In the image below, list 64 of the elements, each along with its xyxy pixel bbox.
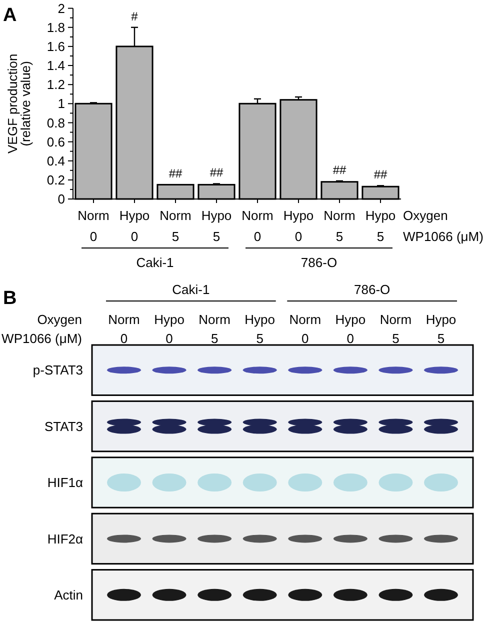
text: 5 bbox=[392, 331, 400, 346]
text: 0 bbox=[294, 229, 302, 244]
data-label: # bbox=[131, 9, 138, 24]
x-tick-label: Hypo bbox=[201, 208, 232, 223]
y-tick-label: 1.6 bbox=[46, 38, 65, 54]
category-label: Hypo bbox=[244, 312, 276, 327]
category-label: Norm bbox=[380, 312, 412, 327]
y-tick-label: 0.6 bbox=[46, 134, 65, 150]
category-label: Hypo bbox=[335, 312, 366, 327]
category-label: p-STAT3 bbox=[32, 362, 83, 378]
y-tick-label: 1.4 bbox=[46, 58, 65, 74]
x-tick-label: Norm bbox=[78, 208, 110, 223]
text: Oxygen bbox=[403, 208, 448, 223]
category-label: Hypo bbox=[426, 312, 456, 327]
text: 0 bbox=[254, 229, 262, 244]
text: 786-O bbox=[300, 255, 338, 270]
category-label: Actin bbox=[54, 587, 83, 602]
text: 5 bbox=[210, 331, 218, 346]
text: 5 bbox=[172, 229, 180, 244]
y-tick-label: 2 bbox=[58, 0, 65, 16]
y-tick-label: 0.2 bbox=[46, 172, 65, 188]
text: 5 bbox=[376, 229, 384, 244]
x-tick-label: Norm bbox=[324, 208, 356, 223]
y-tick-label: 1.2 bbox=[46, 77, 65, 92]
y-tick-label: 1 bbox=[58, 96, 65, 112]
text: B bbox=[3, 288, 17, 309]
text: 5 bbox=[437, 331, 445, 346]
category-label: STAT3 bbox=[44, 418, 83, 434]
data-label: ## bbox=[168, 166, 182, 181]
y-tick-label: 0.8 bbox=[46, 115, 65, 130]
text: Caki-1 bbox=[136, 255, 174, 270]
category-label: HIF2α bbox=[47, 531, 83, 546]
y-tick-label: 0 bbox=[58, 192, 65, 207]
data-label: ## bbox=[374, 168, 388, 182]
text: 5 bbox=[336, 229, 344, 244]
x-tick-label: Hypo bbox=[283, 208, 314, 223]
text: 0 bbox=[120, 331, 128, 346]
category-label: Norm bbox=[108, 312, 140, 327]
text: WP1066 (μM) bbox=[403, 229, 484, 244]
text: WP1066 (μM) bbox=[2, 331, 82, 346]
text: 786-O bbox=[354, 282, 390, 297]
category-label: Norm bbox=[289, 312, 322, 327]
category-label: Norm bbox=[198, 312, 230, 327]
data-label: ## bbox=[332, 162, 346, 177]
category-label: HIF1α bbox=[47, 475, 83, 490]
x-tick-label: Hypo bbox=[365, 208, 396, 223]
text: 0 bbox=[302, 331, 309, 346]
chart-title: A bbox=[3, 5, 17, 26]
category-label: Hypo bbox=[154, 312, 184, 327]
y-axis-title: VEGF production (relative value) bbox=[5, 54, 33, 154]
text: 5 bbox=[212, 229, 220, 244]
text: Caki-1 bbox=[172, 282, 210, 297]
data-label: ## bbox=[210, 166, 224, 180]
y-tick-label: 1.8 bbox=[46, 20, 65, 35]
text: 0 bbox=[166, 331, 173, 346]
x-tick-label: Norm bbox=[242, 208, 274, 223]
text: Oxygen bbox=[37, 312, 82, 327]
text: 0 bbox=[130, 229, 138, 244]
y-tick-label: 0.4 bbox=[46, 153, 65, 168]
text: 0 bbox=[346, 331, 354, 346]
x-tick-label: Norm bbox=[160, 208, 192, 223]
x-tick-label: Hypo bbox=[119, 208, 150, 223]
text: 5 bbox=[256, 331, 264, 346]
text: 0 bbox=[90, 229, 98, 244]
